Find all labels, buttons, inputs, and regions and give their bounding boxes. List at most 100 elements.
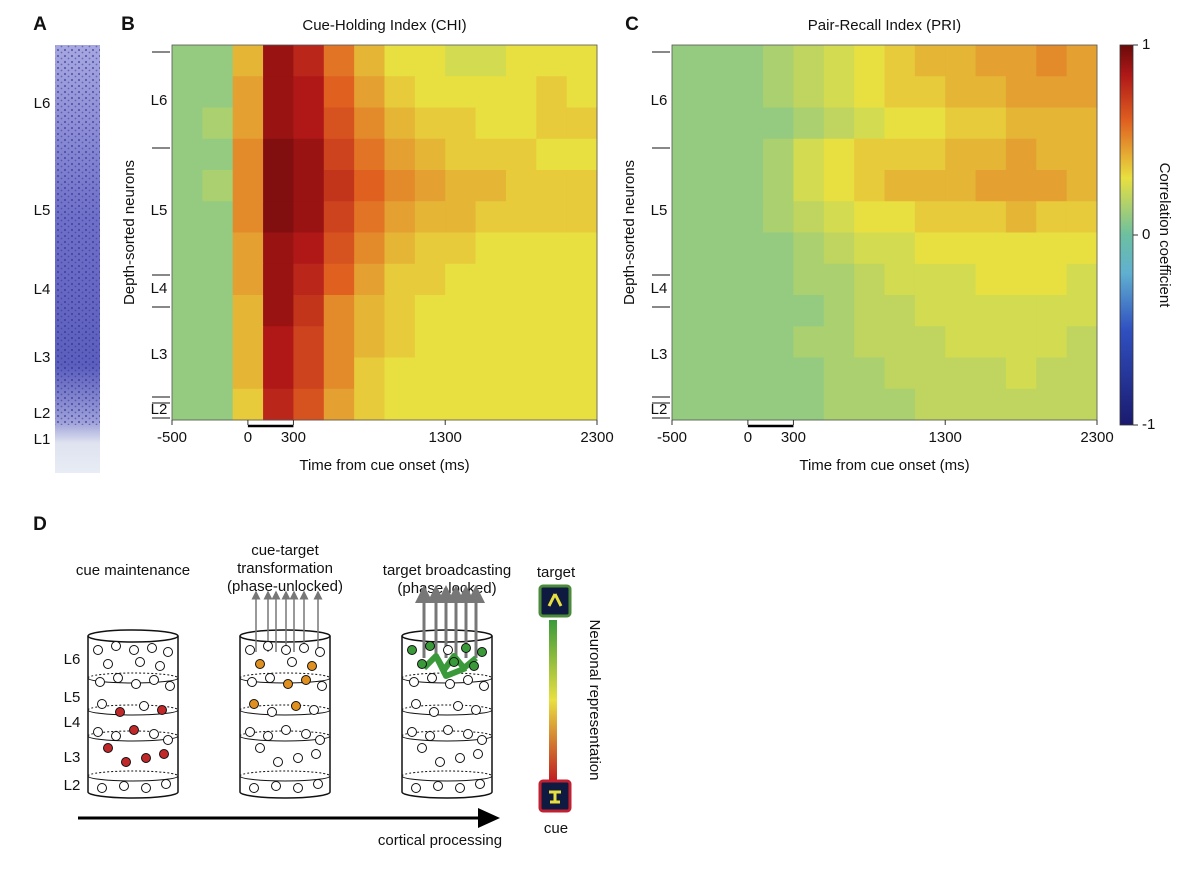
heatmap-cell xyxy=(475,326,507,358)
layer-label: L5 xyxy=(651,202,668,219)
heatmap-cell xyxy=(384,170,416,202)
heatmap-cell xyxy=(384,138,416,171)
heatmap-cell xyxy=(1066,263,1098,296)
heatmap-cell xyxy=(475,263,507,296)
heatmap-cell xyxy=(1005,232,1037,265)
target-label: target xyxy=(537,564,576,581)
heatmap-cell xyxy=(945,76,977,108)
heatmap-cell xyxy=(793,295,825,327)
heatmap-cell xyxy=(945,138,977,171)
neuron xyxy=(93,645,103,655)
heatmap-cell xyxy=(823,263,855,296)
colorbar-label: Correlation coefficient xyxy=(1156,163,1173,309)
heatmap-cell xyxy=(232,138,264,171)
heatmap-cell xyxy=(732,388,764,421)
neuron xyxy=(463,729,473,739)
neuron xyxy=(435,757,445,767)
heatmap-cell xyxy=(793,326,825,358)
neuron xyxy=(479,681,489,691)
heatmap-cell xyxy=(354,263,385,296)
heatmap-cell xyxy=(263,326,294,358)
neuron xyxy=(301,675,311,685)
heatmap-cell xyxy=(884,295,916,327)
heatmap-cell xyxy=(475,357,507,390)
heatmap-cell xyxy=(505,45,537,77)
heatmap-cell xyxy=(1036,107,1068,140)
heatmap-cell xyxy=(702,107,734,140)
heatmap-cell xyxy=(354,388,385,421)
neuron xyxy=(103,743,113,753)
heatmap-cell xyxy=(293,201,325,233)
heatmap-cell xyxy=(202,76,234,108)
heatmap-cell xyxy=(566,326,598,358)
neuron xyxy=(417,743,427,753)
chart-title: Pair-Recall Index (PRI) xyxy=(808,17,961,34)
heatmap-cell xyxy=(1005,357,1037,390)
heatmap-cell xyxy=(566,76,598,108)
layer-ring-front xyxy=(401,775,493,782)
neuron xyxy=(147,643,157,653)
x-tick-label: 0 xyxy=(744,429,752,446)
heatmap-cell xyxy=(854,295,885,327)
heatmap-cell xyxy=(172,138,203,171)
heatmap-cell xyxy=(232,263,264,296)
colorbar xyxy=(1119,44,1134,426)
neuron xyxy=(445,679,455,689)
heatmap-cell xyxy=(566,232,598,265)
heatmap-cell xyxy=(202,357,234,390)
heatmap-cell xyxy=(884,232,916,265)
heatmap-cell xyxy=(732,295,764,327)
heatmap-cell xyxy=(1036,76,1068,108)
heatmap-cell xyxy=(354,76,385,108)
heatmap-cell xyxy=(536,232,568,265)
heatmap-cell xyxy=(1005,76,1037,108)
heatmap-cell xyxy=(854,263,885,296)
heatmap-cell xyxy=(445,326,477,358)
heatmap-cell xyxy=(945,107,977,140)
heatmap-cell xyxy=(945,295,977,327)
heatmap-cell xyxy=(293,232,325,265)
green-network xyxy=(421,653,478,679)
neuron xyxy=(311,749,321,759)
heatmap-cell xyxy=(536,45,568,77)
heatmap-cell xyxy=(975,357,1007,390)
neuron xyxy=(271,781,281,791)
neuron xyxy=(273,757,283,767)
heatmap-cell xyxy=(823,326,855,358)
neuron xyxy=(115,707,125,717)
heatmap-cell xyxy=(566,138,598,171)
heatmap-cell xyxy=(505,76,537,108)
heatmap-cell xyxy=(702,170,734,202)
heatmap-cell xyxy=(384,232,416,265)
neuron xyxy=(157,705,167,715)
neuron xyxy=(287,657,297,667)
neuron xyxy=(473,749,483,759)
heatmap-cell xyxy=(854,138,885,171)
heatmap-cell xyxy=(672,263,703,296)
heatmap-cell xyxy=(566,170,598,202)
representation-label: Neuronal representation xyxy=(586,620,603,781)
heatmap-cell xyxy=(172,357,203,390)
neuron xyxy=(165,681,175,691)
neuron xyxy=(293,783,303,793)
heatmap-cell xyxy=(702,232,734,265)
heatmap-cell xyxy=(354,138,385,171)
heatmap-cell xyxy=(414,388,446,421)
heatmap-cell xyxy=(975,263,1007,296)
heatmap-cell xyxy=(914,232,946,265)
layer-ring-back xyxy=(87,770,179,777)
heatmap-cell xyxy=(1066,45,1098,77)
heatmap-cell xyxy=(1005,201,1037,233)
heatmap-cell xyxy=(505,107,537,140)
layer-label: L6 xyxy=(651,92,668,109)
heatmap-cell xyxy=(884,326,916,358)
layer-label: L3 xyxy=(34,349,51,366)
neuron xyxy=(317,681,327,691)
heatmap-cell xyxy=(672,138,703,171)
heatmap-cell xyxy=(505,326,537,358)
heatmap-cell xyxy=(763,357,794,390)
layer-ring-front xyxy=(239,775,331,782)
cue-glyph xyxy=(549,790,561,804)
heatmap-cell xyxy=(975,232,1007,265)
layer-label: L3 xyxy=(151,346,168,363)
